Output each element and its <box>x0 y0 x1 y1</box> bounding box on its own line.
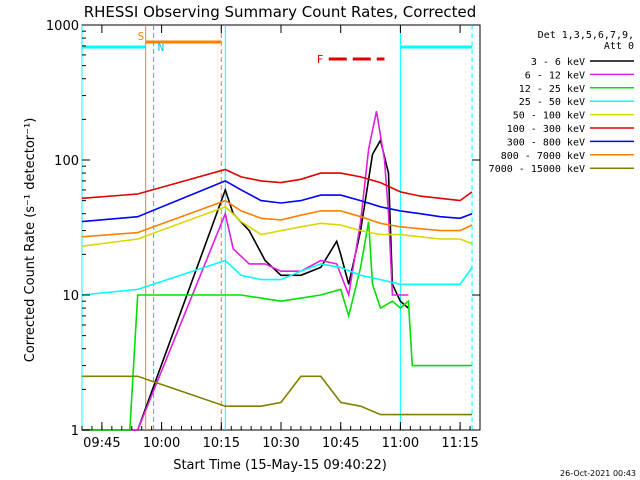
legend-label-6: 300 - 800 keV <box>507 137 585 148</box>
x-tick-label-5: 11:00 <box>382 436 419 451</box>
timestamp-footer: 26-Oct-2021 00:43 <box>560 469 636 478</box>
annotation-label-1: N <box>158 41 165 54</box>
legend-label-0: 3 - 6 keV <box>531 57 585 68</box>
legend-label-2: 12 - 25 keV <box>519 84 585 95</box>
series-line-6 <box>81 180 473 223</box>
axis-ticks: 09:45 10:00 10:15 10:30 10:45 11:00 11:15 1 10 10… <box>46 19 481 451</box>
x-tick-label-4: 10:45 <box>322 436 359 451</box>
legend-header-1: Att 0 <box>604 41 634 52</box>
legend-label-5: 100 - 300 keV <box>507 124 585 135</box>
x-tick-label-6: 11:15 <box>441 436 478 451</box>
series-line-1 <box>82 111 409 431</box>
series-lines <box>81 111 473 431</box>
annotation-label-0: S <box>138 30 145 43</box>
x-axis-label: Start Time (15-May-15 09:40:22) <box>173 458 387 473</box>
y-tick-label-2: 100 <box>54 154 79 169</box>
y-axis-label: Corrected Count Rate (s⁻¹ detector⁻¹) <box>23 118 38 363</box>
chart-title: RHESSI Observing Summary Count Rates, Co… <box>84 3 477 21</box>
legend-label-7: 800 - 7000 keV <box>501 151 585 162</box>
legend-label-8: 7000 - 15000 keV <box>489 164 585 175</box>
y-tick-label-3: 1000 <box>46 19 79 34</box>
plot-frame <box>81 24 481 431</box>
annotation-label-2: F <box>317 53 324 66</box>
legend-label-1: 6 - 12 keV <box>525 70 585 81</box>
y-tick-label-1: 10 <box>62 289 79 304</box>
x-tick-label-2: 10:15 <box>203 436 240 451</box>
annotations: SN F <box>82 30 473 66</box>
series-line-3 <box>81 259 473 296</box>
x-tick-label-0: 09:45 <box>83 436 120 451</box>
plot-border <box>81 24 481 431</box>
series-line-4 <box>81 205 473 247</box>
y-tick-label-0: 1 <box>71 424 79 439</box>
series-line-2 <box>82 221 472 431</box>
legend: Det 1,3,5,6,7,9,Att 0 3 - 6 keV 6 - 12 keV… <box>489 30 634 175</box>
series-line-0 <box>82 138 409 431</box>
legend-header-0: Det 1,3,5,6,7,9, <box>538 30 634 41</box>
series-line-8 <box>82 375 472 416</box>
x-tick-label-1: 10:00 <box>143 436 180 451</box>
series-line-5 <box>81 168 473 202</box>
legend-label-3: 25 - 50 keV <box>519 97 585 108</box>
legend-label-4: 50 - 100 keV <box>513 111 585 122</box>
series-line-7 <box>81 199 473 238</box>
x-tick-label-3: 10:30 <box>262 436 299 451</box>
